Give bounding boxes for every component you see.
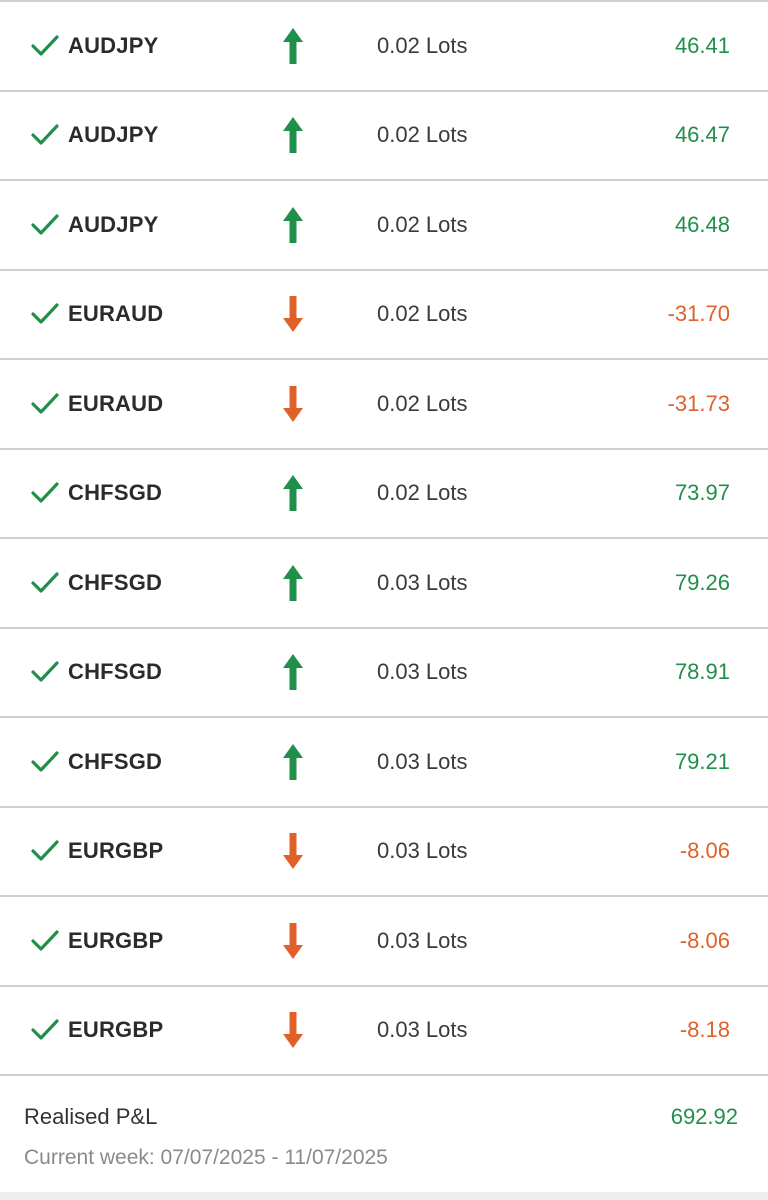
trade-pnl: 79.26: [674, 569, 730, 595]
trade-lots: 0.03 Lots: [377, 748, 468, 774]
trade-lots: 0.02 Lots: [377, 390, 468, 416]
trade-symbol: EURGBP: [68, 927, 164, 953]
trade-symbol: EURAUD: [68, 390, 164, 416]
checkmark-icon: [30, 34, 60, 58]
trade-row[interactable]: CHFSGD 0.03 Lots 79.21: [0, 718, 768, 808]
trade-row[interactable]: EURGBP 0.03 Lots -8.06: [0, 897, 768, 987]
trade-pnl: -8.06: [679, 927, 730, 953]
trade-row[interactable]: CHFSGD 0.03 Lots 79.26: [0, 539, 768, 629]
trade-lots: 0.02 Lots: [377, 211, 468, 237]
trade-row[interactable]: EURAUD 0.02 Lots -31.73: [0, 360, 768, 450]
trade-lots: 0.03 Lots: [377, 927, 468, 953]
checkmark-icon: [30, 123, 60, 147]
trade-row[interactable]: AUDJPY 0.02 Lots 46.48: [0, 181, 768, 271]
arrow-down-icon: [282, 1010, 304, 1050]
arrow-up-icon: [282, 26, 304, 66]
bottom-edge: [0, 1192, 768, 1200]
checkmark-icon: [30, 750, 60, 774]
trade-row[interactable]: EURGBP 0.03 Lots -8.18: [0, 987, 768, 1076]
checkmark-icon: [30, 1018, 60, 1042]
arrow-up-icon: [282, 115, 304, 155]
trade-symbol: EURGBP: [68, 838, 164, 864]
trade-lots: 0.02 Lots: [377, 301, 468, 327]
realised-pnl-summary: Realised P&L 692.92 Current week: 07/07/…: [0, 1076, 768, 1198]
trade-lots: 0.03 Lots: [377, 838, 468, 864]
trade-symbol: EURAUD: [68, 301, 164, 327]
trade-lots: 0.03 Lots: [377, 659, 468, 685]
trade-row[interactable]: EURAUD 0.02 Lots -31.70: [0, 271, 768, 360]
arrow-up-icon: [282, 205, 304, 245]
trade-pnl: 46.48: [674, 211, 730, 237]
checkmark-icon: [30, 213, 60, 237]
realised-pnl-label: Realised P&L: [24, 1104, 158, 1129]
arrow-down-icon: [282, 384, 304, 424]
trade-lots: 0.02 Lots: [377, 122, 468, 148]
arrow-down-icon: [282, 831, 304, 871]
trade-symbol: EURGBP: [68, 1017, 164, 1043]
trade-pnl: -31.70: [667, 301, 730, 327]
arrow-down-icon: [282, 921, 304, 961]
trade-row[interactable]: AUDJPY 0.02 Lots 46.47: [0, 92, 768, 181]
trade-lots: 0.03 Lots: [377, 1017, 468, 1043]
trade-pnl: 79.21: [674, 748, 730, 774]
trade-pnl: 46.47: [674, 122, 730, 148]
checkmark-icon: [30, 481, 60, 505]
trade-lots: 0.02 Lots: [377, 480, 468, 506]
trade-pnl: 73.97: [674, 480, 730, 506]
checkmark-icon: [30, 839, 60, 863]
trade-symbol: CHFSGD: [68, 748, 163, 774]
trade-symbol: CHFSGD: [68, 569, 163, 595]
arrow-down-icon: [282, 294, 304, 334]
arrow-up-icon: [282, 473, 304, 513]
checkmark-icon: [30, 929, 60, 953]
trade-symbol: AUDJPY: [68, 211, 159, 237]
trade-lots: 0.02 Lots: [377, 32, 468, 58]
checkmark-icon: [30, 660, 60, 684]
trade-pnl: 46.41: [674, 32, 730, 58]
trade-pnl: -8.18: [679, 1017, 730, 1043]
trade-pnl: -31.73: [667, 390, 730, 416]
current-week-range: Current week: 07/07/2025 - 11/07/2025: [24, 1146, 388, 1169]
realised-pnl-value: 692.92: [670, 1104, 738, 1129]
trade-row[interactable]: EURGBP 0.03 Lots -8.06: [0, 808, 768, 897]
trade-row[interactable]: AUDJPY 0.02 Lots 46.41: [0, 2, 768, 92]
arrow-up-icon: [282, 563, 304, 603]
trade-pnl: -8.06: [679, 838, 730, 864]
trade-list: AUDJPY 0.02 Lots 46.41 AUDJPY 0.02 Lots 46.47…: [0, 2, 768, 1076]
arrow-up-icon: [282, 652, 304, 692]
checkmark-icon: [30, 571, 60, 595]
trade-symbol: AUDJPY: [68, 122, 159, 148]
trade-lots: 0.03 Lots: [377, 569, 468, 595]
trade-symbol: CHFSGD: [68, 480, 163, 506]
trade-row[interactable]: CHFSGD 0.03 Lots 78.91: [0, 629, 768, 718]
arrow-up-icon: [282, 742, 304, 782]
checkmark-icon: [30, 392, 60, 416]
trade-row[interactable]: CHFSGD 0.02 Lots 73.97: [0, 450, 768, 539]
trade-symbol: CHFSGD: [68, 659, 163, 685]
trade-symbol: AUDJPY: [68, 32, 159, 58]
checkmark-icon: [30, 302, 60, 326]
trade-pnl: 78.91: [674, 659, 730, 685]
